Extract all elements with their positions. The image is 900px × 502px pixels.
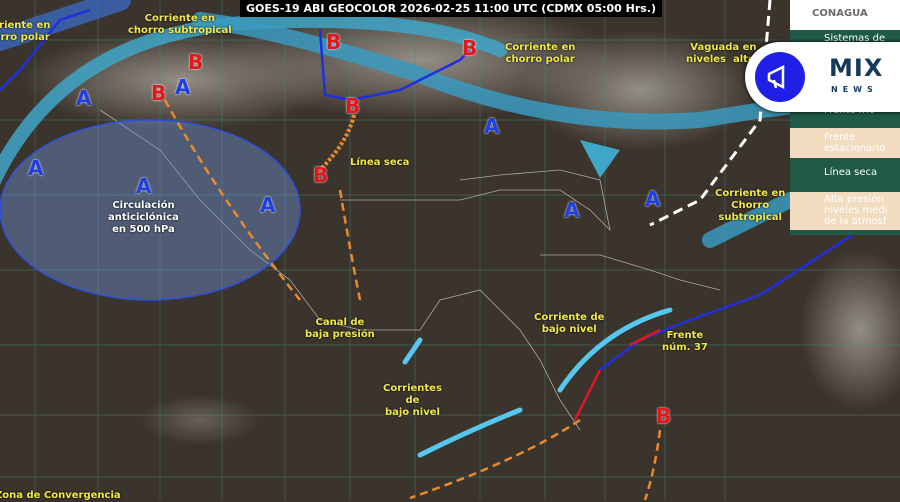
label-front: Frente núm. 37 [662,330,708,353]
conagua-logo: CONAGUA [790,0,900,30]
label-low-level-current: Corriente de bajo nivel [534,312,605,335]
low-pressure: B [656,404,672,428]
legend-item-systems: Sistemas de [824,33,886,44]
label-anticyclone: Circulación anticiclónica en 500 hPa [108,200,179,235]
legend: CONAGUA Sistemas de Frente frío Frente e… [790,0,900,235]
coastlines [99,109,721,431]
legend-item-high-pressure-mid: Alta presión niveles medi de la atmosf [790,192,900,230]
fronts [0,8,861,421]
subtropical-jet-e [702,192,798,248]
low-pressure: B [313,163,329,187]
high-pressure: A [76,86,92,110]
polar-jet [192,12,808,130]
low-pressure: B [326,30,342,54]
image-title: GOES-19 ABI GEOCOLOR 2026-02-25 11:00 UT… [240,0,663,17]
label-trough: Vaguada en niveles altos [686,42,761,65]
low-pressure: B [462,36,478,60]
mix-news-badge[interactable]: MIX NEWS [745,42,900,112]
jet-streams [0,0,808,458]
dry-lines [163,99,662,500]
label-low-level-currents: Corrientes de bajo nivel [383,383,442,418]
high-pressure: A [28,156,44,180]
high-pressure: A [484,114,500,138]
upper-trough [649,0,772,227]
low-pressure: B [151,81,167,105]
megaphone-icon [755,52,805,102]
low-level-current-caribbean [557,307,673,393]
label-jet-polar-nw: Corriente en chorro polar [0,20,51,43]
high-pressure: A [175,75,191,99]
high-pressure: A [260,193,276,217]
label-dry-line: Línea seca [350,157,410,168]
low-pressure: B [188,50,204,74]
high-pressure: A [645,187,661,211]
label-jet-subtropical-nw: Corriente en chorro subtropical [128,13,232,36]
anticyclone-area [0,119,301,301]
high-pressure: A [136,174,152,198]
legend-item-stationary-front: Frente estacionario [790,128,900,158]
mix-logo: MIX [829,54,884,82]
label-convergence: Zona de Convergencia [0,490,121,501]
legend-item-dry-line: Línea seca [824,167,878,178]
low-pressure: B [345,94,361,118]
news-logo: NEWS [831,85,878,94]
high-pressure: A [564,198,580,222]
dry-line-scalloped [318,109,357,172]
label-subtropical-jet-e: Corriente en Chorro subtropical [715,188,786,223]
low-level-current-pacific [417,407,523,458]
label-low-channel: Canal de baja presión [305,317,375,340]
label-jet-polar-ne: Corriente en chorro polar [505,42,576,65]
